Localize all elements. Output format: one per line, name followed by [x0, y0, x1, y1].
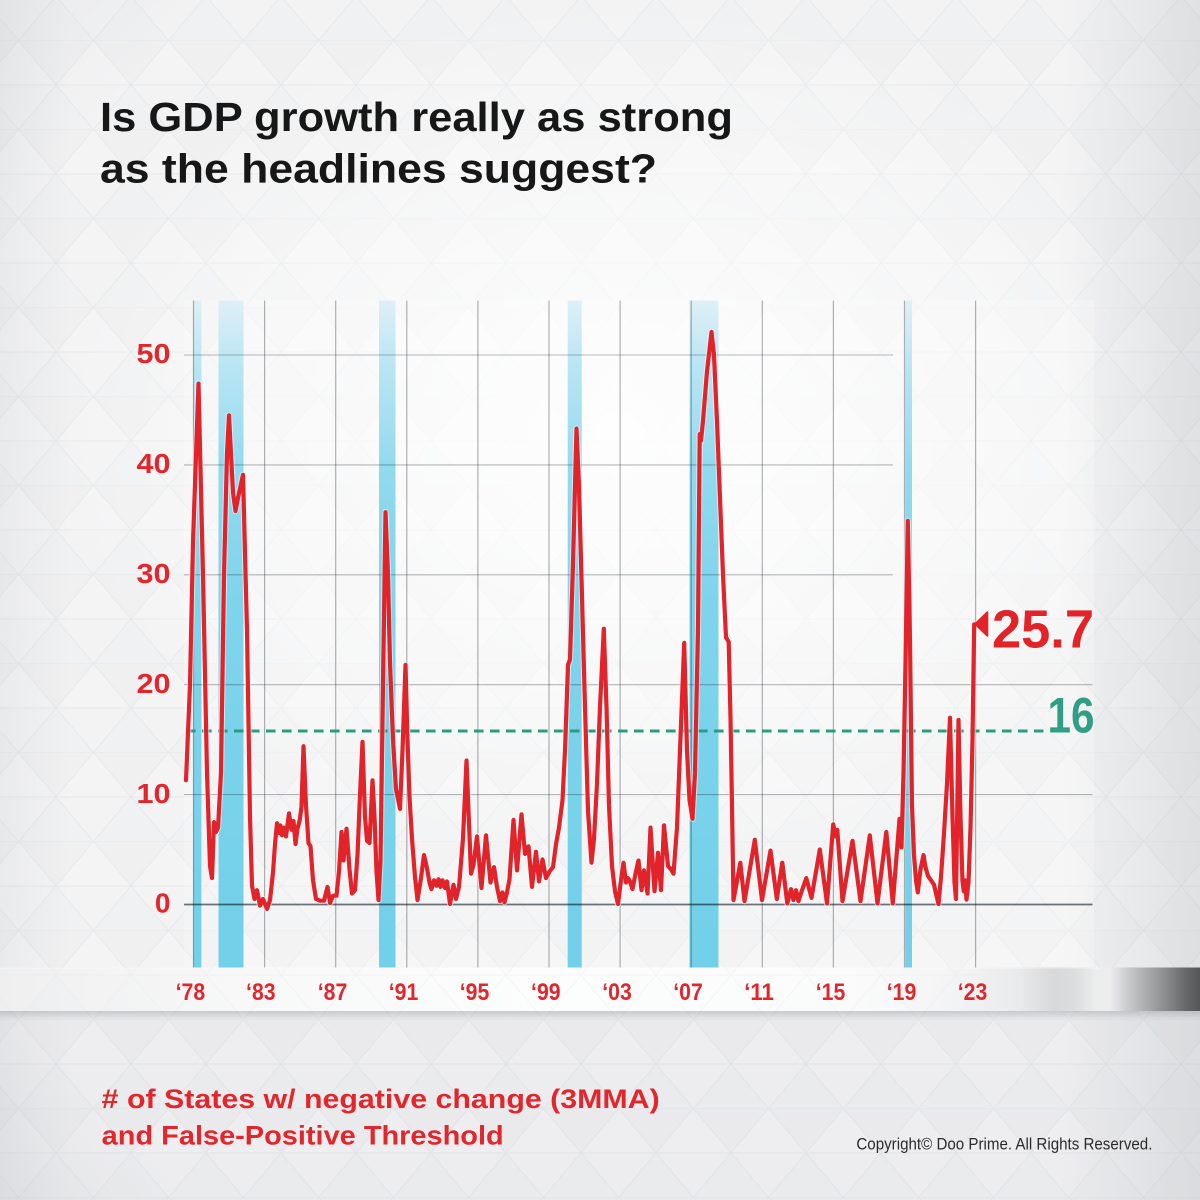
svg-text:‘87: ‘87 [318, 979, 348, 1006]
svg-text:Copyright© Doo Prime. All Righ: Copyright© Doo Prime. All Rights Reserve… [856, 1136, 1152, 1154]
svg-text:10: 10 [137, 778, 171, 809]
svg-text:‘19: ‘19 [887, 979, 917, 1006]
svg-text:0: 0 [155, 888, 171, 919]
svg-text:16: 16 [1048, 688, 1095, 744]
svg-text:‘99: ‘99 [531, 979, 561, 1006]
svg-text:‘83: ‘83 [246, 979, 276, 1006]
svg-text:Is GDP growth really as strong: Is GDP growth really as strong [100, 94, 733, 140]
svg-text:‘11: ‘11 [744, 979, 774, 1006]
svg-text:and False-Positive Threshold: and False-Positive Threshold [102, 1121, 504, 1151]
svg-text:‘91: ‘91 [389, 979, 419, 1006]
svg-text:‘23: ‘23 [958, 979, 988, 1006]
svg-text:as the headlines suggest?: as the headlines suggest? [100, 146, 657, 192]
svg-text:25.7: 25.7 [992, 601, 1094, 660]
svg-text:20: 20 [137, 668, 171, 699]
svg-text:‘03: ‘03 [602, 979, 632, 1006]
svg-text:‘15: ‘15 [816, 979, 846, 1006]
svg-text:‘78: ‘78 [176, 979, 206, 1006]
svg-text:30: 30 [137, 558, 171, 589]
svg-text:# of States w/ negative change: # of States w/ negative change (3MMA) [102, 1084, 660, 1114]
svg-text:‘07: ‘07 [673, 979, 703, 1006]
svg-text:‘95: ‘95 [460, 979, 490, 1006]
svg-text:50: 50 [137, 338, 171, 369]
svg-text:40: 40 [137, 448, 171, 479]
